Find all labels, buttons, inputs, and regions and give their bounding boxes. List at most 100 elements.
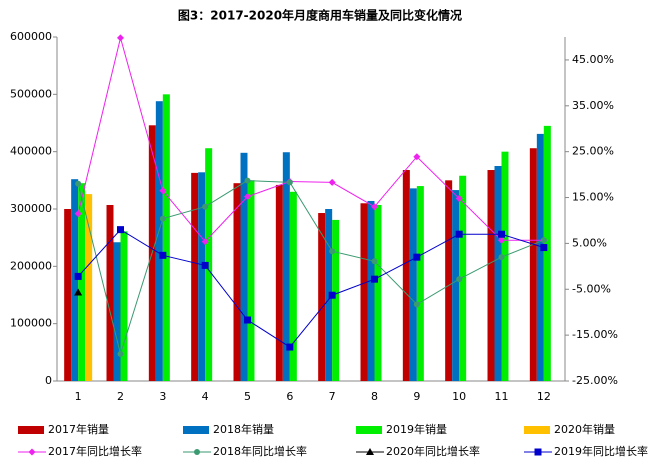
line-marker: [159, 187, 167, 195]
line-marker: [328, 291, 336, 299]
line-marker: [371, 275, 378, 283]
line-marker: [498, 236, 505, 244]
line-marker: [74, 210, 82, 218]
legend-swatch: [18, 426, 44, 434]
bar: [529, 148, 537, 381]
bar: [318, 213, 326, 381]
legend-label: 2017年销量: [48, 422, 109, 436]
line-marker: [498, 254, 505, 261]
bar: [71, 179, 79, 381]
line-marker: [75, 180, 82, 187]
line-marker: [74, 272, 82, 280]
legend-swatch: [183, 426, 209, 434]
bar: [543, 125, 551, 381]
x-tick-label: 1: [75, 390, 82, 403]
x-tick-label: 8: [371, 390, 378, 403]
line-marker: [159, 215, 166, 222]
x-tick-label: 4: [202, 390, 209, 403]
line: [77, 228, 544, 348]
y2-tick-label: 45.00%: [572, 53, 614, 66]
x-tick-label: 11: [495, 390, 509, 403]
x-tick-label: 3: [159, 390, 166, 403]
legend-marker: [366, 448, 374, 455]
x-tick-label: 5: [244, 390, 251, 403]
bar: [64, 209, 72, 381]
line-marker: [328, 178, 336, 186]
line-marker: [159, 251, 167, 259]
bar: [367, 200, 375, 381]
y-tick-label: 0: [45, 374, 52, 387]
bar: [374, 204, 382, 381]
x-tick-label: 7: [329, 390, 336, 403]
x-tick-label: 2: [117, 390, 124, 403]
legend-label: 2019年销量: [386, 422, 447, 436]
y-tick-label: 500000: [10, 87, 52, 100]
bar: [409, 188, 417, 381]
bar: [191, 172, 199, 381]
line-marker: [286, 343, 294, 351]
bar: [445, 180, 453, 381]
bar: [536, 133, 544, 381]
line-marker: [201, 238, 209, 246]
line: [77, 180, 545, 356]
line-marker: [371, 258, 378, 265]
x-tick-label: 12: [537, 390, 551, 403]
legend-label: 2018年同比增长率: [213, 444, 307, 458]
line-marker: [455, 230, 463, 238]
bar: [402, 170, 410, 381]
legend-swatch: [524, 426, 550, 434]
bar: [282, 152, 290, 381]
y2-tick-label: 25.00%: [572, 145, 614, 158]
line-marker: [117, 34, 124, 42]
bar: [452, 190, 460, 381]
line-marker: [413, 253, 421, 261]
line-marker: [117, 350, 124, 357]
y-tick-label: 300000: [10, 202, 52, 215]
bar: [487, 170, 495, 381]
x-tick-label: 6: [286, 390, 293, 403]
y2-tick-label: 15.00%: [572, 191, 614, 204]
bar: [360, 203, 368, 381]
line-marker: [117, 226, 124, 234]
line: [77, 35, 544, 243]
bar: [332, 219, 340, 381]
y-tick-label: 200000: [10, 259, 52, 272]
line-marker: [244, 177, 251, 184]
line-marker: [413, 153, 421, 161]
bar: [459, 175, 467, 381]
line-marker: [498, 230, 505, 238]
legend-marker: [534, 448, 542, 456]
bar: [289, 191, 297, 381]
line-marker: [540, 244, 548, 252]
y-tick-label: 400000: [10, 145, 52, 158]
line-marker: [329, 248, 336, 255]
bar: [85, 194, 93, 381]
line-marker: [244, 193, 251, 201]
bar: [233, 183, 241, 381]
bar: [494, 166, 502, 381]
line-marker: [202, 203, 209, 210]
bar: [247, 180, 255, 381]
legend-swatch: [356, 426, 382, 434]
line-marker: [455, 194, 463, 202]
x-tick-label: 9: [413, 390, 420, 403]
legend-label: 2020年同比增长率: [386, 444, 480, 458]
bar: [240, 152, 248, 381]
bar: [416, 186, 424, 381]
bar: [113, 242, 121, 381]
bar: [155, 101, 163, 382]
bar: [78, 183, 86, 381]
line-marker: [74, 288, 83, 296]
legend-marker: [194, 449, 200, 455]
bar: [275, 184, 283, 381]
legend-label: 2019年同比增长率: [554, 444, 648, 458]
chart-title: 图3：2017-2020年月度商用车销量及同比变化情况: [178, 8, 462, 23]
legend-label: 2018年销量: [213, 422, 274, 436]
line-marker: [371, 203, 378, 211]
line-marker: [201, 261, 209, 269]
bar: [198, 172, 206, 381]
line-marker: [456, 276, 463, 283]
y2-tick-label: 35.00%: [572, 99, 614, 112]
y2-tick-label: -25.00%: [572, 374, 618, 387]
legend-label: 2020年销量: [554, 422, 615, 436]
